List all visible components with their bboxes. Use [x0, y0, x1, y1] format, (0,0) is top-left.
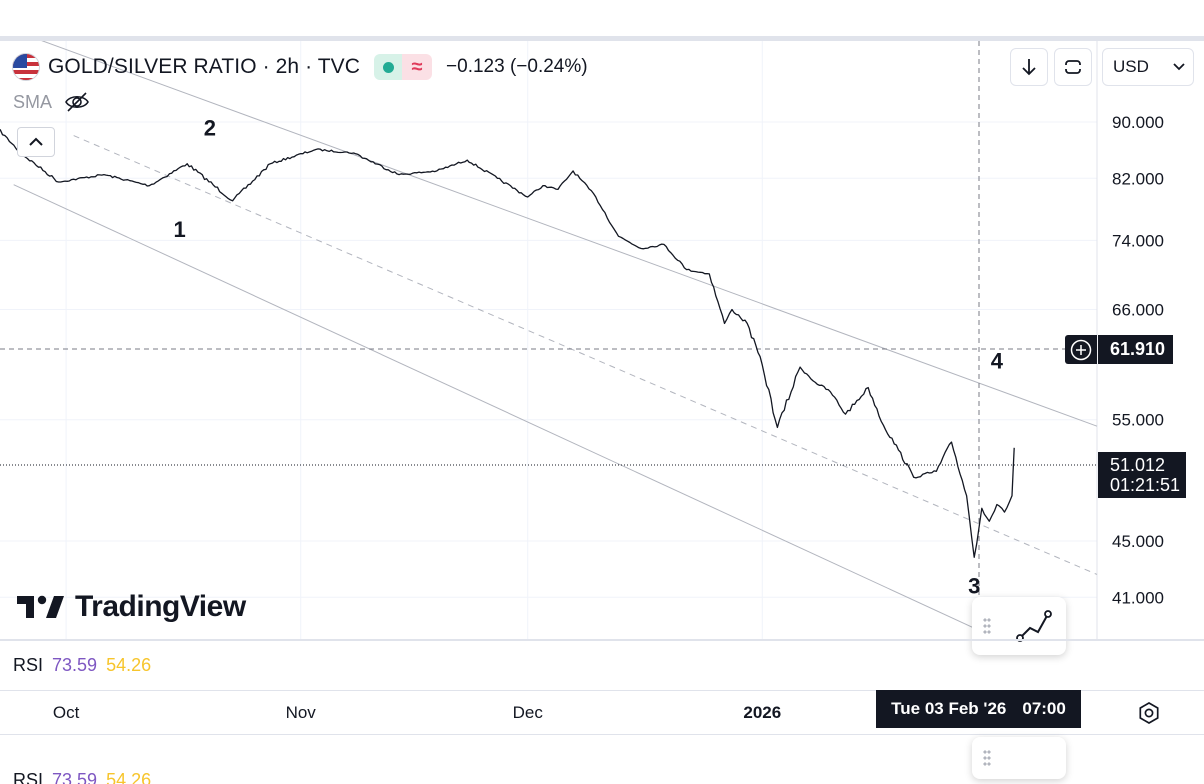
- wave-label[interactable]: 4: [991, 348, 1004, 373]
- crosshair-date: Tue 03 Feb '26: [891, 699, 1007, 718]
- time-axis-separator: [0, 690, 1204, 691]
- wave-label[interactable]: 3: [968, 573, 980, 598]
- download-button[interactable]: [1010, 48, 1048, 86]
- rsi-legend[interactable]: RSI 73.59 54.26: [13, 655, 151, 676]
- approx-icon: ≈: [402, 54, 433, 80]
- rsi-ma-value-duplicate: 54.26: [106, 770, 152, 784]
- drawing-float-toolbar-duplicate[interactable]: [972, 737, 1066, 779]
- channel-upper-line: [41, 41, 1098, 427]
- channel-mid-line: [73, 135, 1098, 575]
- market-status[interactable]: ≈: [374, 54, 433, 80]
- symbol-title[interactable]: GOLD/SILVER RATIO · 2h · TVC: [48, 55, 361, 78]
- rsi-legend-duplicate[interactable]: RSI 73.59 54.26: [13, 770, 151, 784]
- us-flag-icon: [12, 53, 40, 81]
- rsi-label[interactable]: RSI: [13, 655, 44, 675]
- time-tick-label: Dec: [512, 703, 543, 722]
- price-change: −0.123 (−0.24%): [446, 56, 588, 77]
- price-tick-label: 41.000: [1112, 588, 1164, 607]
- price-axis-ticks: 90.000 82.000 74.000 66.000 55.000 45.000 41.0…: [1112, 113, 1164, 607]
- indicator-name[interactable]: SMA: [13, 91, 53, 112]
- price-tick-label: 45.000: [1112, 532, 1164, 551]
- parallel-channel[interactable]: [13, 41, 1098, 641]
- crosshair-clock: 07:00: [1022, 699, 1066, 718]
- fullscreen-icon: [1064, 60, 1082, 74]
- fullscreen-button[interactable]: [1054, 48, 1092, 86]
- last-price: 51.012: [1110, 455, 1166, 475]
- price-tick-label: 82.000: [1112, 169, 1164, 188]
- settings-icon: [1139, 702, 1159, 724]
- symbol-legend[interactable]: GOLD/SILVER RATIO · 2h · TVC ≈ −0.123 (−…: [12, 52, 588, 82]
- price-series-line[interactable]: [0, 128, 1015, 558]
- top-separator: [0, 36, 1204, 41]
- eye-off-icon[interactable]: [64, 91, 90, 113]
- wave-labels[interactable]: 1 2 3 4: [173, 115, 1003, 598]
- drag-handle-icon-duplicate[interactable]: [972, 737, 1002, 779]
- logo-text: TradingView: [75, 590, 246, 623]
- currency-value: USD: [1113, 57, 1149, 76]
- wave-label[interactable]: 1: [173, 217, 185, 242]
- grid: [0, 41, 1097, 640]
- plus-circle-icon: [1070, 339, 1092, 360]
- arrow-down-icon: [1022, 59, 1036, 76]
- price-tick-label: 74.000: [1112, 231, 1164, 250]
- rsi-value-duplicate: 73.59: [52, 770, 98, 784]
- time-tick-label: 2026: [743, 703, 782, 722]
- crosshair-time-tag: Tue 03 Feb '26 07:00: [876, 690, 1081, 728]
- market-open-icon: [374, 54, 403, 80]
- time-tick-label: Nov: [285, 703, 316, 722]
- rsi-value: 73.59: [52, 655, 98, 675]
- last-price-tag: 51.012 01:21:51: [1098, 452, 1186, 498]
- price-tick-label: 66.000: [1112, 300, 1164, 319]
- wave-label[interactable]: 2: [204, 115, 216, 140]
- pane-separator[interactable]: [0, 639, 1204, 641]
- price-tick-label: 55.000: [1112, 411, 1164, 430]
- add-alert-button[interactable]: [1065, 335, 1097, 364]
- rsi-ma-value: 54.26: [106, 655, 152, 675]
- drawing-float-toolbar[interactable]: [972, 597, 1066, 655]
- price-chart[interactable]: 1 2 3 4 90.000 82.000 74.000 66.000 55.000 45.00…: [0, 41, 1204, 641]
- bar-countdown: 01:21:51: [1110, 475, 1181, 495]
- price-tick-label: 90.000: [1112, 113, 1164, 132]
- tradingview-logo-icon: [17, 595, 64, 618]
- chevron-down-icon: [1173, 63, 1185, 71]
- strip-separator: [0, 734, 1204, 735]
- rsi-label-duplicate[interactable]: RSI: [13, 770, 44, 784]
- time-tick-label: Oct: [52, 703, 80, 722]
- drag-handle-icon[interactable]: [972, 597, 1002, 655]
- indicator-legend[interactable]: SMA: [13, 91, 90, 113]
- collapse-legend-button[interactable]: [17, 127, 55, 157]
- top-bar: [0, 0, 1204, 36]
- trendline-icon[interactable]: [1014, 606, 1054, 646]
- channel-lower-line: [13, 184, 1004, 641]
- chevron-up-icon: [29, 137, 43, 146]
- chart-settings-button[interactable]: [1132, 698, 1166, 728]
- tradingview-logo[interactable]: TradingView: [17, 590, 246, 624]
- currency-select[interactable]: USD: [1102, 48, 1194, 86]
- crosshair-price-tag: 61.910: [1098, 335, 1173, 364]
